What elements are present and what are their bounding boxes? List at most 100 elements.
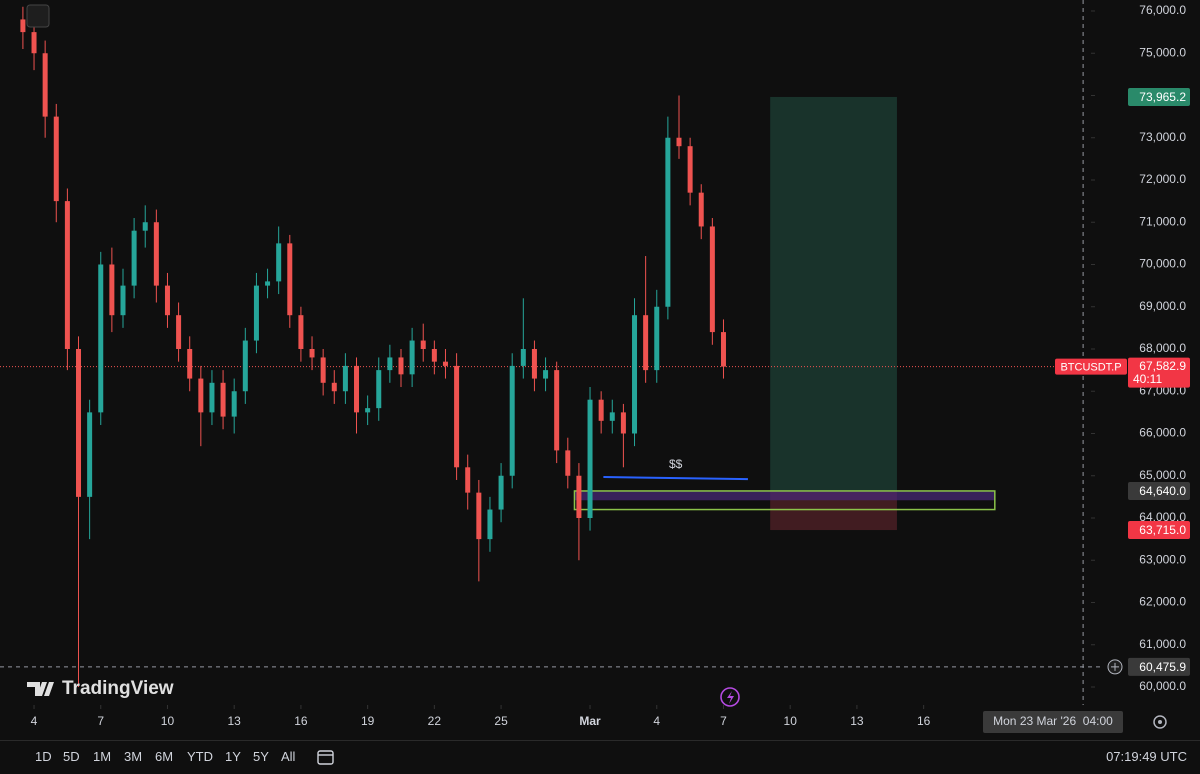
lightning-icon[interactable] [720,687,740,707]
target-tag-box [1128,87,1190,106]
candle-body [342,365,348,392]
candle-body [53,116,59,202]
icon-ring[interactable] [720,687,740,707]
x-tick-label: Mar [579,714,601,728]
timeframe-button[interactable]: 1M [93,749,112,764]
y-tick-label: 70,000.0 [1139,257,1186,271]
candle-body [176,315,182,349]
x-tick-label: 22 [428,714,442,728]
y-tick-label: 72,000.0 [1139,172,1186,186]
candle-body [442,361,448,366]
last-price-box [1128,357,1190,388]
y-tick-label: 76,000.0 [1139,3,1186,17]
y-tick-label: 60,000.0 [1139,679,1186,693]
level-line [603,476,748,481]
candle-body [109,264,115,316]
candle-body [64,201,70,349]
candle-body [420,340,426,349]
x-tick-label: 10 [161,714,175,728]
candle-body [554,370,560,451]
x-tick-label: 16 [917,714,931,728]
bottom-toolbar: 1D 5D 1M 3M 6M YTD 1Y 5Y All 07:19:49 UTC [0,740,1200,774]
crosshair-date-label: Mon 23 Mar '26 04:00 [993,714,1113,728]
profit-area [770,96,897,491]
candle-body [231,391,237,417]
candle-body [354,365,360,413]
candle-body [131,230,137,286]
candle-body [720,332,726,367]
candle-body [198,378,204,413]
zone-box [573,490,996,511]
y-tick-label: 73,000.0 [1139,130,1186,144]
x-tick-label: 10 [784,714,798,728]
last-price-label: 67,582.9 [1139,359,1186,373]
candle-body [31,32,37,54]
candle-body [509,365,515,476]
candle-body [587,399,593,518]
crosshair-price-tag-label: 60,475.9 [1139,660,1186,674]
candle-body [120,285,126,316]
candle-body [376,370,382,409]
candle-body [187,348,193,379]
icon-bolt[interactable] [727,691,734,704]
candle-body [632,315,638,434]
candle-body [76,348,82,497]
logo-text: TradingView [62,678,174,699]
candle-body [253,285,259,341]
gear[interactable] [1153,715,1167,729]
zone-fill [574,490,995,501]
candle-body [209,382,215,413]
candle-body [687,146,693,193]
chart: $$ TradingView 60,000.0 61,000.0 62,000.0 6… [0,0,1200,740]
timeframe-button[interactable]: 1D [35,749,52,764]
candle-body [387,357,393,371]
clock: 07:19:49 UTC [1106,749,1187,764]
entry-tag-label: 64,640.0 [1139,484,1186,498]
x-tick-label: 16 [294,714,308,728]
symbol-tag-box [1055,358,1127,375]
x-tick-label: 25 [494,714,508,728]
candle-body [498,475,504,510]
y-tick-label: 66,000.0 [1139,426,1186,440]
countdown-label: 40:11 [1133,372,1162,386]
candle-body [365,408,371,413]
stop-tag-label: 63,715.0 [1139,523,1186,537]
candle-body [643,315,649,371]
timeframe-button[interactable]: All [281,749,296,764]
date-range-button[interactable] [315,747,337,767]
target-tag-label: 73,965.2 [1139,90,1186,104]
candle-body [220,382,226,417]
crosshair-date-box [983,711,1123,733]
x-tick-label: 7 [720,714,727,728]
candle-body [398,357,404,375]
gear-center[interactable] [1158,720,1162,724]
background [0,0,1200,740]
candle-body [287,243,293,316]
y-tick-label: 68,000.0 [1139,341,1186,355]
symbol-tag-label: BTCUSDT.P [1060,362,1121,374]
candle-body [454,365,460,468]
candle-body [565,450,571,476]
x-tick-label: 4 [31,714,38,728]
candle-body [42,53,48,117]
settings-icon[interactable] [1153,715,1167,729]
candle-body [598,399,604,421]
add-button-plus[interactable] [1111,662,1119,671]
stop-tag-box [1128,521,1190,540]
timeframe-button[interactable]: 6M [155,749,174,764]
candle-body [576,475,582,518]
timeframe-button[interactable]: 3M [124,749,143,764]
candle-body [298,315,304,349]
timeframe-button[interactable]: YTD [187,749,213,764]
timeframe-button[interactable]: 1Y [225,749,241,764]
candle-body [620,412,626,434]
timeframe-button[interactable]: 5D [63,749,80,764]
candle-body [543,370,549,379]
timeframe-button[interactable]: 5Y [253,749,269,764]
collapse-button[interactable] [26,4,50,28]
calendar[interactable] [317,750,334,765]
candle-body [676,137,682,147]
x-tick-label: 7 [97,714,104,728]
candle-body [431,348,437,362]
